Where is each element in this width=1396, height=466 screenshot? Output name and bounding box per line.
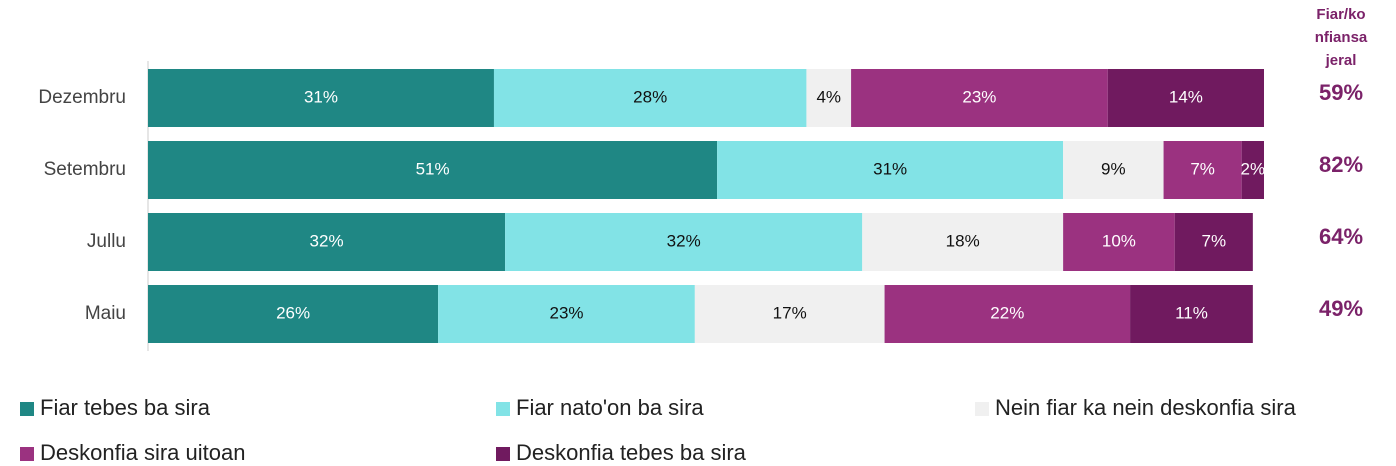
legend-swatch [20, 447, 34, 461]
legend-label: Deskonfia sira uitoan [40, 440, 245, 465]
data-label: 18% [946, 231, 980, 250]
bar-segment [1130, 285, 1253, 343]
data-label: 10% [1102, 231, 1136, 250]
legend-label: Fiar tebes ba sira [40, 395, 211, 420]
bar-segment [1174, 213, 1253, 271]
bar-segment [1107, 69, 1264, 127]
y-tick-label: Jullu [87, 231, 126, 252]
data-label: 7% [1190, 159, 1215, 178]
bar-segment [1241, 141, 1264, 199]
bar-segment [1163, 141, 1242, 199]
legend-swatch [496, 447, 510, 461]
data-label: 26% [276, 303, 310, 322]
data-label: 23% [549, 303, 583, 322]
data-label: 28% [633, 87, 667, 106]
bar-segment [1063, 213, 1175, 271]
legend-swatch [975, 402, 989, 416]
total-label: 49% [1319, 296, 1363, 321]
legend-label: Nein fiar ka nein deskonfia sira [995, 395, 1297, 420]
data-label: 4% [816, 87, 841, 106]
data-label: 14% [1169, 87, 1203, 106]
bar-segment [1063, 141, 1164, 199]
y-tick-label: Setembru [44, 159, 126, 180]
data-label: 2% [1241, 159, 1266, 178]
data-label: 7% [1201, 231, 1226, 250]
data-label: 32% [667, 231, 701, 250]
total-label: 64% [1319, 224, 1363, 249]
data-label: 22% [990, 303, 1024, 322]
bar-segment [862, 213, 1064, 271]
data-label: 9% [1101, 159, 1126, 178]
bar-segment [438, 285, 695, 343]
totals-title: Fiar/konfiansa jeral [1314, 6, 1368, 69]
bar-segment [505, 213, 863, 271]
data-label: 51% [416, 159, 450, 178]
data-label: 11% [1175, 303, 1208, 322]
data-label: 31% [873, 159, 907, 178]
bar-segment [148, 69, 494, 127]
legend-label: Deskonfia tebes ba sira [516, 440, 747, 465]
data-label: 17% [773, 303, 807, 322]
y-tick-label: Dezembru [38, 87, 126, 108]
y-tick-label: Maiu [85, 303, 126, 324]
bar-segment [851, 69, 1108, 127]
bar-segment [717, 141, 1064, 199]
data-label: 31% [304, 87, 338, 106]
bar-segment [148, 213, 506, 271]
total-label: 82% [1319, 152, 1363, 177]
bar-segment [148, 141, 718, 199]
data-label: 32% [310, 231, 344, 250]
data-label: 23% [962, 87, 996, 106]
bar-segment [806, 69, 852, 127]
total-label: 59% [1319, 80, 1363, 105]
bar-segment [884, 285, 1131, 343]
legend-swatch [20, 402, 34, 416]
bar-segment [694, 285, 885, 343]
bar-segment [148, 285, 439, 343]
bar-segment [493, 69, 807, 127]
legend-label: Fiar nato'on ba sira [516, 395, 704, 420]
legend-swatch [496, 402, 510, 416]
